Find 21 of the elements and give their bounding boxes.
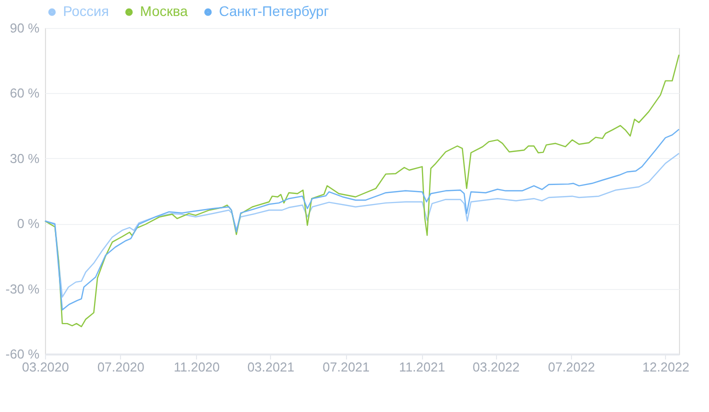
- x-tick-label: 03.2022: [472, 360, 520, 374]
- x-tick-label: 03.2021: [247, 360, 294, 374]
- x-tick-label: 12.2022: [642, 360, 690, 374]
- line-series: [44, 54, 680, 328]
- x-tick-label: 07.2022: [548, 360, 595, 374]
- line-series: [44, 128, 680, 310]
- y-tick-label: 30 %: [10, 150, 40, 166]
- x-tick-label: 07.2021: [322, 360, 370, 374]
- y-tick-label: 60 %: [10, 86, 40, 101]
- x-tick-label: 03.2020: [22, 360, 69, 374]
- x-tick-label: 07.2020: [97, 360, 144, 374]
- x-tick-label: 11.2021: [399, 360, 446, 374]
- y-tick-label: -60 %: [6, 346, 40, 362]
- legend-label: Москва: [140, 3, 188, 20]
- legend-label: Россия: [63, 3, 109, 20]
- line-series: [44, 152, 680, 298]
- y-tick-label: 90 %: [10, 20, 40, 36]
- x-tick-label: 11.2020: [174, 360, 220, 374]
- y-tick-label: -30 %: [6, 281, 40, 296]
- y-tick-label: 0 %: [17, 216, 40, 232]
- legend-label: Санкт-Петербург: [219, 3, 329, 20]
